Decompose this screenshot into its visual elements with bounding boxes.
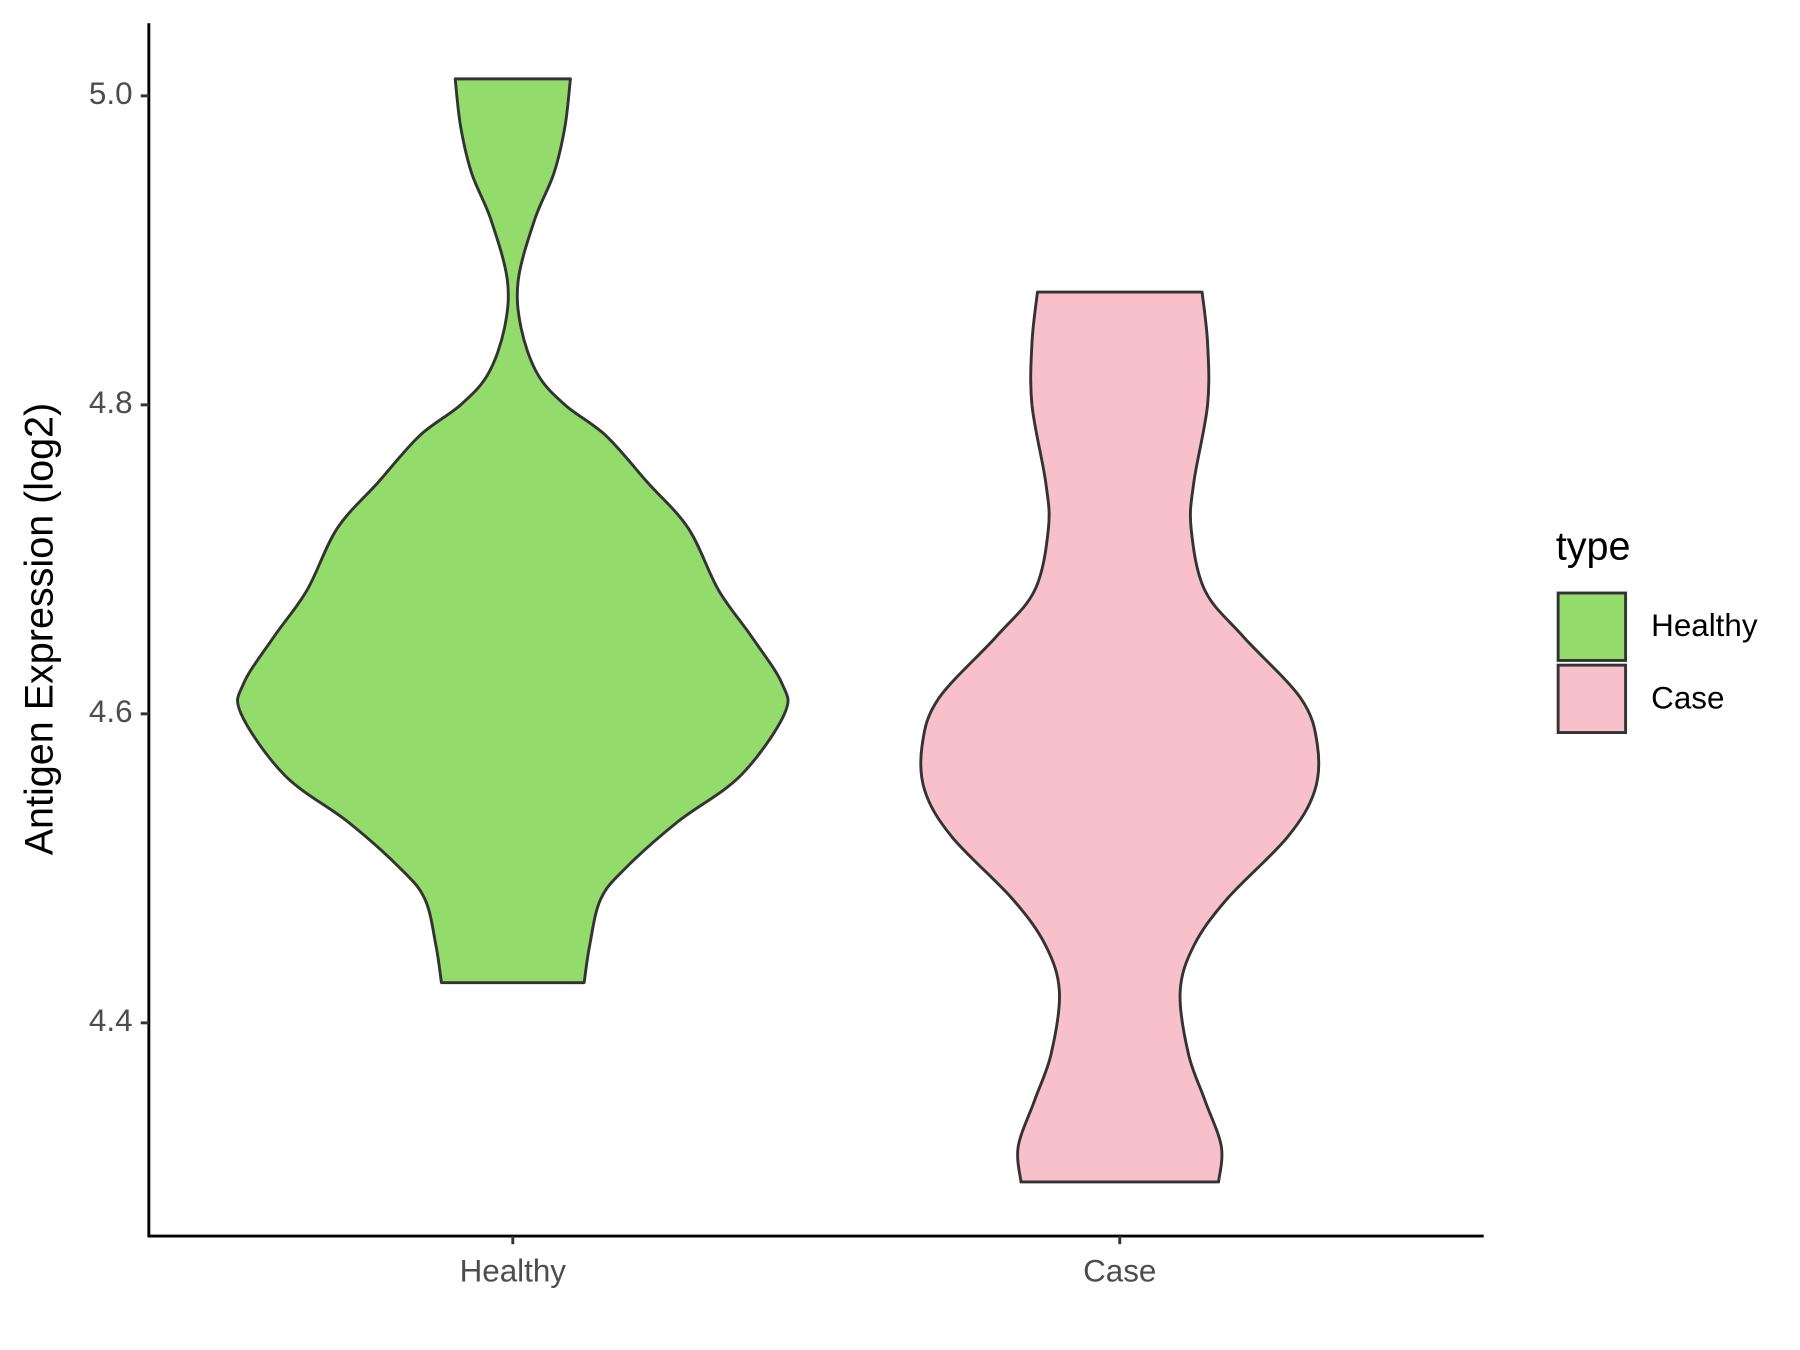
x-tick-label: Healthy: [460, 1254, 567, 1289]
legend-label: Healthy: [1651, 608, 1758, 643]
y-tick-label: 4.8: [89, 385, 133, 420]
y-axis-title: Antigen Expression (log2): [17, 403, 61, 855]
legend-key: [1556, 591, 1628, 662]
legend-key: [1556, 663, 1628, 735]
y-tick-label: 5.0: [89, 76, 133, 111]
legend-label: Case: [1651, 680, 1724, 715]
y-tick-label: 4.4: [89, 1003, 133, 1038]
legend-title: type: [1556, 524, 1631, 568]
x-tick-label: Case: [1083, 1254, 1156, 1289]
violin: [236, 77, 790, 985]
y-tick-label: 4.6: [89, 694, 133, 729]
violin: [919, 290, 1321, 1184]
